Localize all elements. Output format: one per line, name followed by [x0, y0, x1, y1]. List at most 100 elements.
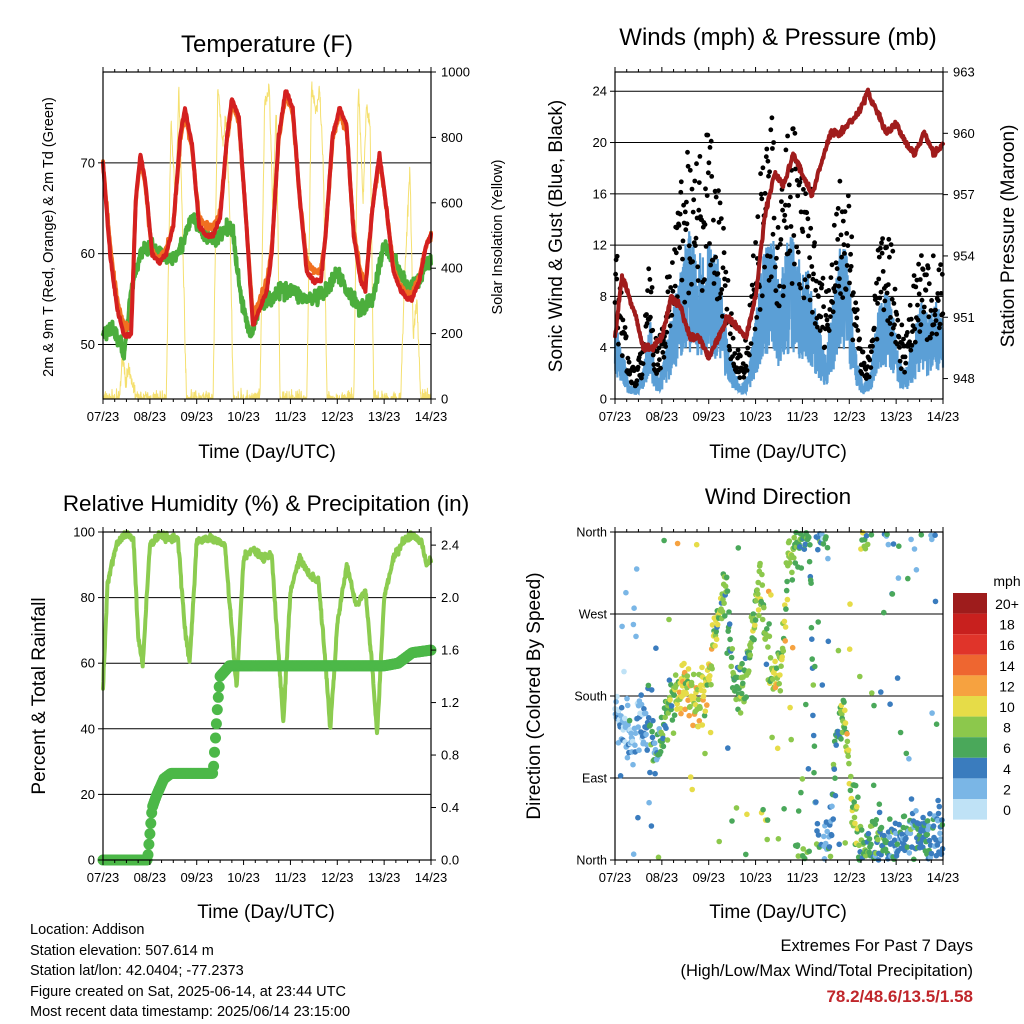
gust-point: [619, 353, 625, 359]
gust-point: [869, 349, 874, 355]
direction-point: [678, 710, 684, 717]
precip-point: [209, 746, 220, 758]
direction-point: [786, 538, 793, 544]
gust-point: [896, 334, 902, 340]
gust-point: [905, 330, 910, 335]
direction-point: [752, 622, 758, 628]
gust-point: [651, 362, 657, 368]
direction-point: [747, 644, 754, 651]
solar-ylabel: Solar Insolation (Yellow): [490, 159, 506, 314]
gust-point: [758, 191, 764, 197]
gust-point: [771, 140, 776, 145]
direction-point: [716, 838, 722, 845]
direction-point: [781, 806, 787, 812]
gust-point: [673, 250, 679, 256]
gust-point: [897, 358, 903, 364]
x-tick-label: 11/23: [275, 409, 307, 424]
direction-point: [871, 702, 877, 709]
direction-point: [760, 806, 766, 813]
direction-point: [856, 842, 862, 849]
gust-point: [878, 245, 883, 251]
gust-point: [838, 291, 843, 296]
colorbar-label: 6: [1003, 740, 1011, 756]
x-tick-label: 10/23: [739, 409, 772, 424]
gust-point: [690, 209, 696, 215]
direction-point: [699, 664, 705, 671]
direction-point: [641, 706, 647, 712]
x-tick-label: 10/23: [227, 870, 260, 885]
gust-point: [933, 307, 938, 313]
y-tick-label: 20: [81, 787, 95, 802]
gust-point: [654, 349, 660, 354]
gust-point: [754, 315, 760, 320]
colorbar-swatch: [953, 778, 987, 799]
direction-point: [939, 822, 946, 828]
direction-point: [836, 841, 842, 848]
gust-point: [768, 274, 774, 280]
colorbar-label: 8: [1003, 720, 1011, 736]
direction-point: [893, 830, 899, 837]
gust-point: [745, 345, 751, 351]
direction-point: [690, 722, 696, 729]
colorbar-label: 2: [1003, 781, 1011, 797]
gust-point: [788, 194, 793, 200]
direction-point: [757, 560, 763, 567]
gust-point: [809, 264, 815, 269]
direction-point: [903, 835, 909, 842]
gust-point: [801, 187, 806, 192]
gust-point: [690, 259, 695, 264]
direction-point: [854, 803, 860, 810]
gust-point: [888, 242, 894, 248]
gust-point: [786, 202, 792, 208]
direction-point: [704, 702, 710, 708]
gust-point: [762, 191, 768, 196]
gust-point: [689, 186, 695, 192]
x-tick-label: 11/23: [787, 409, 819, 424]
gust-point: [768, 127, 774, 133]
gust-point: [682, 299, 688, 305]
direction-point: [939, 817, 945, 823]
direction-point: [660, 735, 666, 742]
gust-point: [891, 301, 897, 306]
extremes-box: Extremes For Past 7 Days (High/Low/Max W…: [680, 934, 973, 1009]
direction-point: [729, 646, 736, 652]
direction-point: [671, 692, 677, 698]
direction-point: [633, 566, 640, 572]
direction-point: [844, 738, 851, 745]
x-tick-label: 12/23: [321, 409, 354, 424]
direction-point: [908, 536, 914, 543]
direction-point: [802, 541, 809, 547]
gust-point: [901, 336, 906, 342]
direction-point: [672, 672, 679, 678]
direction-point: [751, 636, 757, 643]
gust-point: [705, 170, 711, 176]
direction-point: [835, 647, 842, 654]
gust-point: [719, 287, 725, 292]
direction-point: [926, 837, 933, 844]
direction-point: [929, 710, 935, 716]
direction-point: [635, 814, 641, 821]
gust-point: [792, 130, 798, 136]
direction-point: [866, 836, 873, 842]
gust-point: [806, 233, 811, 239]
direction-point: [723, 574, 730, 581]
gust-point: [722, 283, 728, 288]
gust-point: [797, 179, 803, 185]
gust-point: [793, 166, 798, 172]
direction-point: [903, 750, 910, 757]
gust-point: [781, 218, 787, 224]
x-tick-label: 12/23: [321, 870, 354, 885]
humidity-plot: 07/23 08/23 09/23 10/23 11/23 12/23 13/23 14/23…: [73, 525, 459, 886]
gust-point: [724, 306, 730, 312]
direction-point: [913, 567, 920, 573]
gust-point: [870, 337, 876, 343]
gust-point: [677, 245, 683, 251]
direction-point: [651, 740, 658, 746]
gust-point: [781, 284, 787, 290]
gust-point: [779, 199, 784, 205]
y-tick-label: 16: [593, 186, 607, 201]
gust-point: [704, 193, 710, 199]
direction-point: [618, 704, 625, 711]
gust-point: [774, 255, 779, 261]
